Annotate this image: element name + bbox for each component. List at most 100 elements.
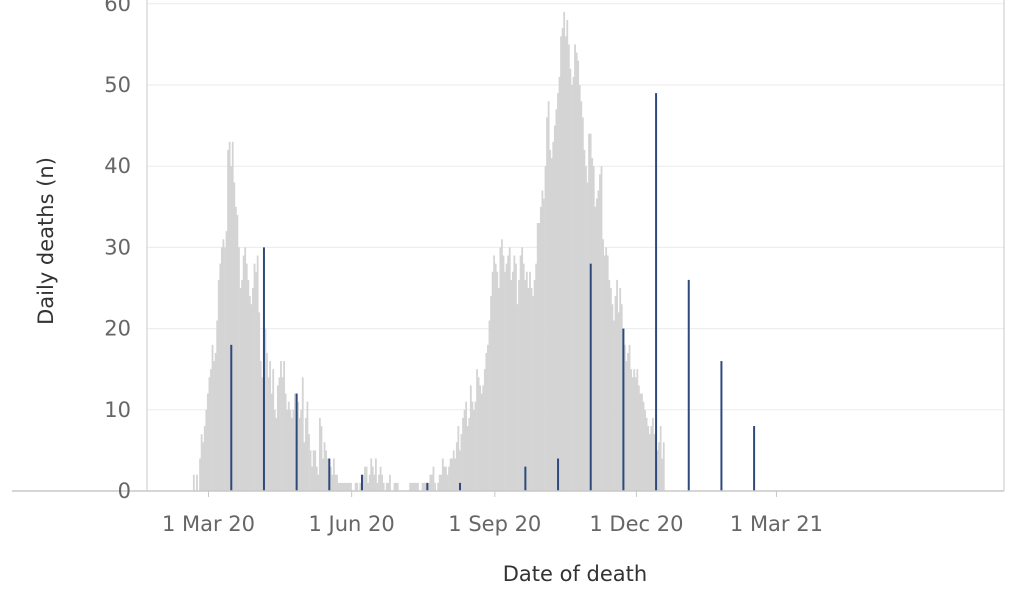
bar xyxy=(583,149,586,491)
bar xyxy=(202,442,205,491)
x-tick-labels: 1 Mar 20 1 Jun 20 1 Sep 20 1 Dec 20 1 Mar 21 xyxy=(162,512,823,536)
highlight-bar xyxy=(720,361,723,491)
bar xyxy=(508,247,511,491)
bar xyxy=(258,312,261,491)
bar xyxy=(603,255,606,491)
bar xyxy=(525,271,528,491)
bar xyxy=(325,450,328,491)
bar xyxy=(278,377,281,491)
bar xyxy=(200,434,203,491)
highlight-bar xyxy=(589,263,592,491)
bar xyxy=(619,288,622,491)
bar xyxy=(331,474,334,491)
bar xyxy=(334,474,337,491)
bar xyxy=(286,409,289,491)
highlight-bar xyxy=(360,474,363,491)
bar xyxy=(449,458,452,491)
bar xyxy=(219,263,222,491)
bar xyxy=(552,141,555,491)
y-tick-label: 40 xyxy=(104,154,131,178)
bar xyxy=(510,279,513,491)
bar xyxy=(524,279,527,491)
bar xyxy=(256,255,259,491)
bar xyxy=(617,312,620,491)
bar xyxy=(609,288,612,491)
bar xyxy=(451,458,454,491)
x-tick-label: 1 Sep 20 xyxy=(448,512,541,536)
bar xyxy=(283,361,285,491)
highlight-bar xyxy=(459,482,462,491)
bar xyxy=(208,377,211,491)
bar xyxy=(648,434,651,491)
bar xyxy=(312,450,315,491)
bar xyxy=(597,190,600,491)
bar xyxy=(628,344,631,491)
bar xyxy=(220,247,223,491)
bar xyxy=(507,255,510,491)
bar xyxy=(452,450,455,491)
bar xyxy=(569,68,572,491)
y-tick-label: 60 xyxy=(104,0,131,16)
x-tick-label: 1 Mar 20 xyxy=(162,512,255,536)
bar xyxy=(306,401,309,491)
bar xyxy=(586,182,589,491)
bar xyxy=(550,158,553,491)
bar xyxy=(354,482,357,491)
bar xyxy=(641,393,643,491)
bar xyxy=(346,482,349,491)
bar xyxy=(395,482,398,491)
bar xyxy=(273,409,276,491)
bar xyxy=(572,76,575,491)
bar xyxy=(642,401,645,491)
bar xyxy=(412,482,415,491)
bar xyxy=(480,393,483,491)
bar xyxy=(297,401,299,491)
highlight-bar xyxy=(295,393,298,491)
bar xyxy=(639,393,642,491)
bar xyxy=(546,117,548,491)
y-axis-title: Daily deaths (n) xyxy=(34,157,58,325)
bar xyxy=(599,174,601,491)
bar xyxy=(448,466,450,491)
bar xyxy=(483,369,486,491)
bar xyxy=(290,417,293,491)
bar xyxy=(342,482,345,491)
bar xyxy=(385,482,388,491)
bar xyxy=(659,426,662,491)
bar xyxy=(236,214,239,492)
bar xyxy=(320,426,323,491)
bar xyxy=(527,288,530,491)
bar xyxy=(396,482,399,491)
bar xyxy=(529,271,531,491)
bar xyxy=(636,369,639,491)
bar xyxy=(566,20,569,491)
bar xyxy=(410,482,413,491)
bar xyxy=(339,482,342,491)
bar xyxy=(356,482,359,491)
bar xyxy=(314,450,317,491)
bar xyxy=(371,466,374,491)
bar xyxy=(463,409,466,491)
bar xyxy=(511,271,514,491)
bar xyxy=(424,482,427,491)
bar xyxy=(653,434,656,491)
bar xyxy=(266,352,268,491)
bar xyxy=(575,52,578,492)
bar xyxy=(231,141,234,491)
bar xyxy=(611,304,614,491)
bar xyxy=(421,482,424,491)
bar xyxy=(446,474,449,491)
bar xyxy=(242,255,245,491)
bar xyxy=(547,101,550,492)
bar xyxy=(574,44,576,492)
bar xyxy=(466,426,469,491)
axes xyxy=(12,0,1005,497)
bar xyxy=(432,466,435,491)
highlight-bar xyxy=(687,279,690,491)
bar xyxy=(530,288,533,491)
bar xyxy=(311,466,314,491)
bar xyxy=(474,401,477,491)
bar xyxy=(388,474,391,491)
bar xyxy=(267,377,270,491)
bar xyxy=(224,247,226,491)
